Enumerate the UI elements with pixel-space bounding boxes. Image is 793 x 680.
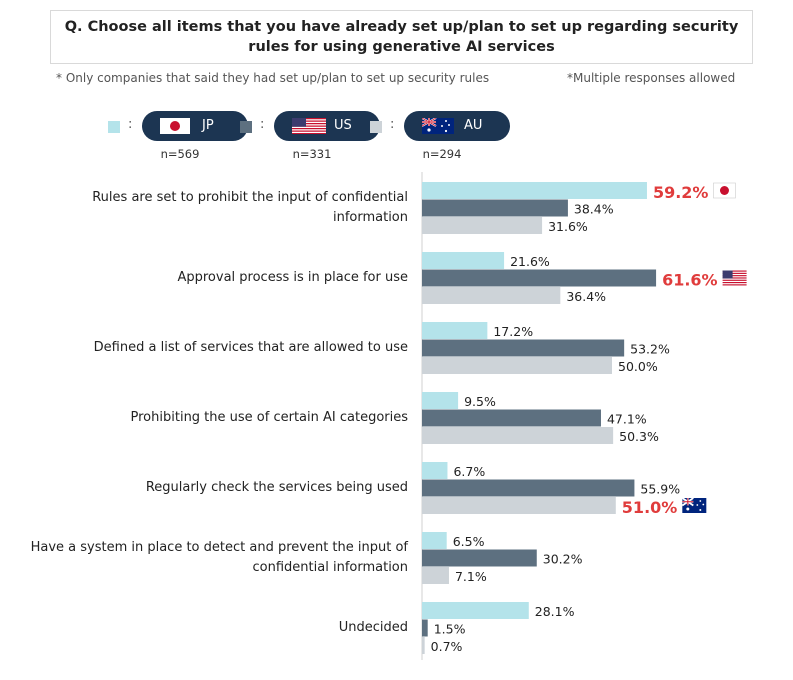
legend-swatch-au (370, 121, 382, 133)
data-label: 55.9% (640, 482, 680, 497)
data-label: 6.7% (453, 464, 485, 479)
bar-us (422, 549, 537, 567)
bar-jp (422, 602, 529, 619)
legend-colon: : (260, 117, 265, 132)
data-label: 30.2% (543, 552, 583, 567)
legend-label-us: US (334, 118, 352, 133)
bar-jp (422, 462, 448, 479)
legend-n-jp: n=569 (160, 147, 200, 161)
data-label: 53.2% (630, 342, 670, 357)
bar-au (422, 357, 612, 374)
data-label: 7.1% (455, 569, 487, 584)
legend-pill-us: US (274, 111, 380, 141)
question-line-1: Q. Choose all items that you have alread… (64, 19, 739, 35)
data-label: 1.5% (434, 622, 466, 637)
category-label: Undecided (338, 620, 408, 636)
australia-flag-icon (681, 497, 707, 513)
data-label: 17.2% (493, 324, 533, 339)
data-label: 51.0% (622, 498, 678, 517)
legend-n-us: n=331 (292, 147, 332, 161)
category-label: Defined a list of services that are allo… (93, 340, 408, 356)
data-label: 47.1% (607, 412, 647, 427)
note-left: * Only companies that said they had set … (56, 71, 490, 85)
bar-au (422, 497, 616, 514)
data-label: 50.3% (619, 429, 659, 444)
japan-flag-icon (160, 118, 190, 134)
bar-au (422, 287, 561, 304)
legend-pill-au: AU (404, 111, 510, 141)
bar-us (422, 339, 625, 357)
bar-au (422, 637, 425, 654)
data-label: 0.7% (431, 639, 463, 654)
japan-flag-icon (713, 182, 736, 199)
bar-jp (422, 252, 505, 269)
bar-us (422, 269, 657, 287)
bar-jp (422, 392, 459, 409)
bar-au (422, 567, 449, 584)
question-line-2: rules for using generative AI services (248, 39, 555, 55)
category-label: Regularly check the services being used (145, 480, 408, 496)
bar-au (422, 217, 543, 234)
legend-pill-jp: JP (142, 111, 248, 141)
bar-us (422, 619, 428, 637)
data-label: 50.0% (618, 359, 658, 374)
category-label: Approval process is in place for use (177, 270, 408, 286)
legend-colon: : (390, 117, 395, 132)
bar-au (422, 427, 614, 444)
category-label: Prohibiting the use of certain AI catego… (130, 410, 408, 426)
legend-swatch-us (240, 121, 252, 133)
bar-jp (422, 182, 647, 199)
usa-flag-icon (292, 118, 326, 134)
question-box: Q. Choose all items that you have alread… (50, 10, 753, 64)
data-label: 21.6% (510, 254, 550, 269)
data-label: 6.5% (453, 534, 485, 549)
legend-n-au: n=294 (422, 147, 462, 161)
data-label: 61.6% (662, 271, 718, 290)
data-label: 28.1% (535, 604, 575, 619)
bar-us (422, 479, 635, 497)
australia-flag-icon (422, 118, 454, 134)
category-label: Rules are set to prohibit the input of c… (92, 190, 408, 226)
bar-us (422, 409, 601, 427)
data-label: 38.4% (574, 202, 614, 217)
data-label: 36.4% (566, 289, 606, 304)
data-label: 59.2% (653, 183, 709, 202)
legend-label-jp: JP (202, 118, 214, 133)
data-label: 31.6% (548, 219, 588, 234)
category-label: Have a system in place to detect and pre… (30, 540, 408, 576)
usa-flag-icon (722, 270, 747, 286)
bar-jp (422, 322, 488, 339)
legend-colon: : (128, 117, 133, 132)
note-right: *Multiple responses allowed (567, 71, 736, 85)
data-label: 9.5% (464, 394, 496, 409)
legend-label-au: AU (464, 118, 483, 133)
bar-jp (422, 532, 447, 549)
legend-swatch-jp (108, 121, 120, 133)
bar-us (422, 199, 568, 217)
